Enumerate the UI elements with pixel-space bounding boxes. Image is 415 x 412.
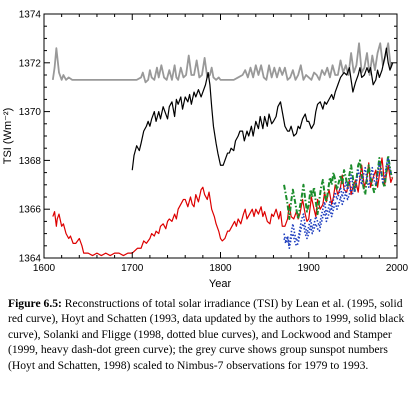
series-line-1 (51, 42, 394, 84)
series-line-2 (131, 47, 394, 171)
y-axis-label: TSI (Wm⁻²) (2, 108, 14, 165)
x-tick-label: 1900 (298, 263, 321, 274)
x-axis-label: Year (209, 278, 232, 290)
y-tick-label: 1370 (19, 107, 42, 118)
figure-caption: Figure 6.5: Reconstructions of total sol… (8, 296, 408, 373)
tick-layer: 1600 1700 1800 1900 2000 1364 1366 1368 1370 1372… (19, 10, 409, 275)
x-tick-label: 1800 (209, 263, 232, 274)
x-tick-label: 1600 (33, 263, 56, 274)
series-line-4 (283, 154, 393, 220)
series-line-5 (283, 157, 393, 247)
caption-label: Figure 6.5: (8, 297, 62, 310)
caption-text: Reconstructions of total solar irradianc… (8, 297, 405, 372)
series-line-3 (52, 157, 394, 257)
plot-frame (43, 13, 398, 259)
tsi-chart: 1600 1700 1800 1900 2000 1364 1366 1368 1370 1372… (2, 10, 409, 291)
y-tick-label: 1374 (19, 10, 42, 21)
y-tick-label: 1364 (19, 254, 42, 265)
y-tick-label: 1368 (19, 156, 42, 167)
series-line-6 (283, 186, 354, 250)
x-tick-label: 2000 (386, 263, 409, 274)
y-tick-label: 1372 (19, 58, 42, 69)
series-layer (51, 42, 394, 257)
y-tick-label: 1366 (19, 205, 42, 216)
x-tick-label: 1700 (121, 263, 144, 274)
